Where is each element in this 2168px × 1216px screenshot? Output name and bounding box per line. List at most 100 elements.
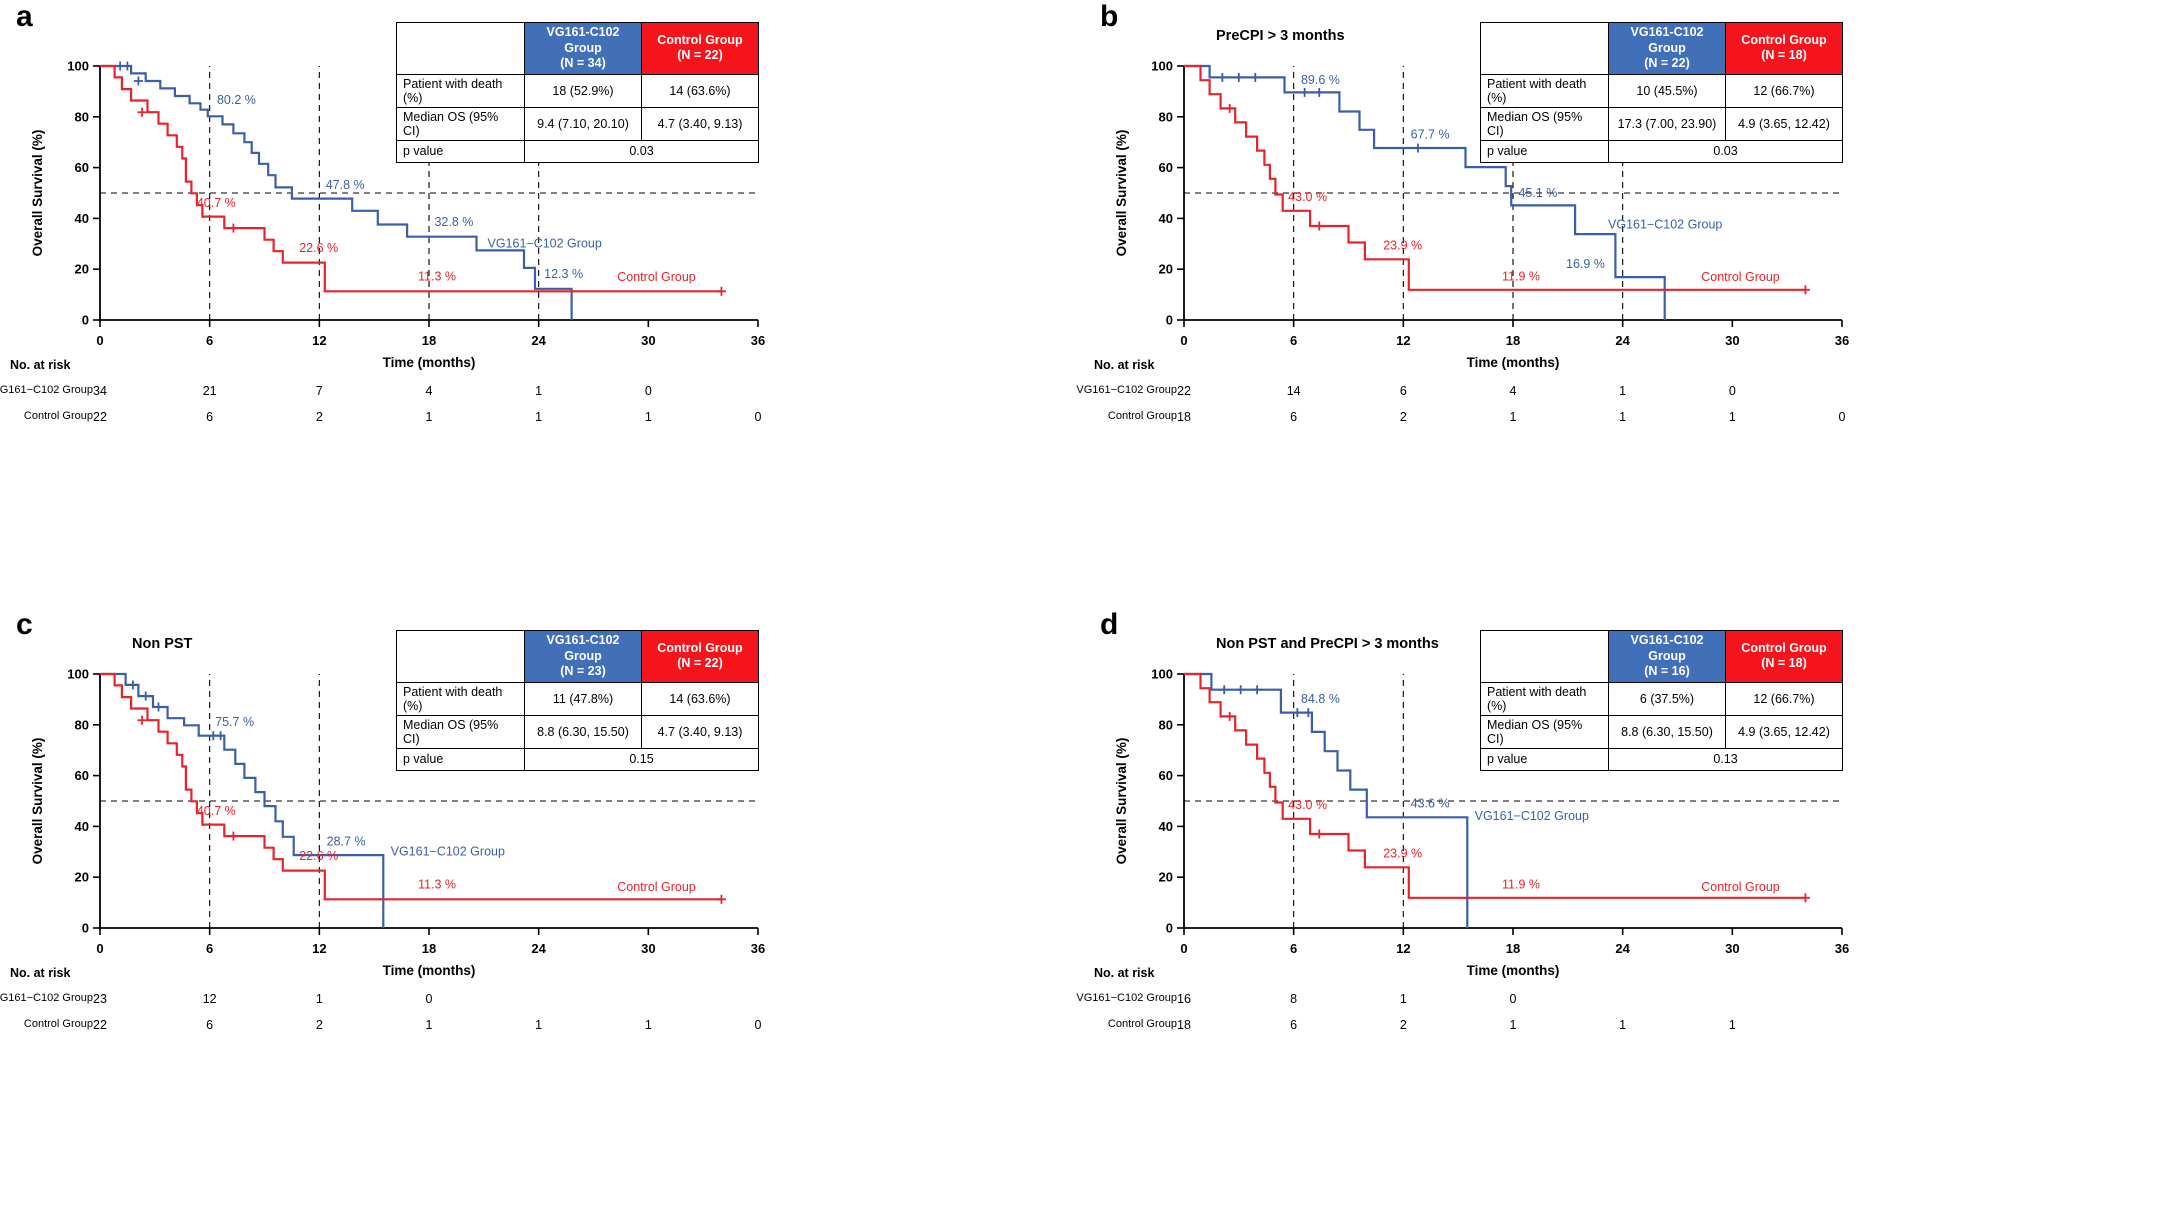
y-tick-label: 20 bbox=[1159, 870, 1173, 885]
risk-count: 8 bbox=[1290, 992, 1298, 1006]
stats-table: VG161-C102 Group (N = 23) Control Group … bbox=[396, 630, 759, 771]
y-tick-label: 40 bbox=[75, 211, 89, 226]
death-vg161-value: 18 (52.9%) bbox=[524, 73, 642, 108]
risk-count: 1 bbox=[644, 1018, 652, 1032]
x-tick-label: 18 bbox=[1506, 333, 1520, 348]
risk-count: 0 bbox=[1728, 384, 1736, 398]
at-risk-values-control: 22 6 2 1 1 1 0 bbox=[0, 1018, 1084, 1036]
x-tick-label: 36 bbox=[751, 333, 765, 348]
risk-count: 18 bbox=[1177, 1018, 1191, 1032]
risk-count: 1 bbox=[1509, 410, 1517, 424]
risk-count: 1 bbox=[425, 1018, 433, 1032]
y-tick-label: 80 bbox=[1159, 717, 1173, 732]
os-row-label: Median OS (95% CI) bbox=[396, 106, 525, 141]
survival-rate-annotation: 43.0 % bbox=[1288, 798, 1327, 812]
risk-count: 2 bbox=[1399, 410, 1407, 424]
death-row-label: Patient with death (%) bbox=[396, 73, 525, 108]
at-risk-header: No. at risk bbox=[10, 358, 71, 372]
risk-count: 14 bbox=[1286, 384, 1301, 398]
pvalue-value: 0.03 bbox=[1608, 139, 1843, 163]
table-row: p value 0.15 bbox=[396, 747, 759, 771]
x-tick-label: 0 bbox=[96, 941, 103, 956]
survival-rate-annotation: 32.8 % bbox=[434, 215, 473, 229]
os-row-label: Median OS (95% CI) bbox=[396, 714, 525, 749]
at-risk-label-control: Control Group bbox=[1107, 1018, 1177, 1030]
vg161-curve-label: VG161−C102 Group bbox=[391, 845, 505, 859]
x-tick-label: 12 bbox=[312, 941, 326, 956]
y-tick-label: 40 bbox=[1159, 211, 1173, 226]
x-tick-label: 0 bbox=[96, 333, 103, 348]
at-risk-row-vg161: VG161−C102 Group 22 14 6 4 1 0 bbox=[1076, 384, 2168, 402]
y-tick-label: 100 bbox=[1151, 59, 1173, 74]
at-risk-header: No. at risk bbox=[1094, 966, 1155, 980]
risk-count: 1 bbox=[1728, 410, 1736, 424]
y-tick-label: 100 bbox=[67, 667, 89, 682]
risk-count: 1 bbox=[535, 410, 543, 424]
x-tick-label: 12 bbox=[1396, 333, 1410, 348]
death-row-label: Patient with death (%) bbox=[1480, 681, 1609, 716]
risk-count: 1 bbox=[535, 384, 543, 398]
x-axis-title: Time (months) bbox=[1467, 355, 1560, 370]
pvalue-row-label: p value bbox=[396, 747, 525, 771]
pvalue-row-label: p value bbox=[396, 139, 525, 163]
x-tick-label: 30 bbox=[1725, 333, 1739, 348]
table-row: Patient with death (%) 10 (45.5%) 12 (66… bbox=[1480, 73, 1843, 108]
table-row: p value 0.03 bbox=[396, 139, 759, 163]
y-tick-label: 80 bbox=[1159, 109, 1173, 124]
table-row: Median OS (95% CI) 8.8 (6.30, 15.50) 4.9… bbox=[1480, 714, 1843, 749]
at-risk-values-vg161: 16 8 1 0 bbox=[1084, 992, 2168, 1010]
y-tick-label: 0 bbox=[1166, 313, 1173, 328]
x-tick-label: 36 bbox=[1835, 941, 1849, 956]
x-tick-label: 6 bbox=[1290, 941, 1297, 956]
at-risk-row-control: Control Group 18 6 2 1 1 1 0 bbox=[1084, 410, 2168, 428]
risk-count: 6 bbox=[206, 410, 214, 424]
table-row: Median OS (95% CI) 9.4 (7.10, 20.10) 4.7… bbox=[396, 106, 759, 141]
control-curve-label: Control Group bbox=[1701, 270, 1780, 284]
risk-count: 21 bbox=[202, 384, 217, 398]
os-control-value: 4.7 (3.40, 9.13) bbox=[641, 714, 759, 749]
vg161-header-cell: VG161-C102 Group (N = 22) bbox=[1608, 22, 1726, 75]
x-tick-label: 12 bbox=[1396, 941, 1410, 956]
x-tick-label: 24 bbox=[531, 333, 546, 348]
y-tick-label: 100 bbox=[67, 59, 89, 74]
at-risk-values-control: 18 6 2 1 1 1 bbox=[1084, 1018, 2168, 1036]
at-risk-values-control: 22 6 2 1 1 1 0 bbox=[0, 410, 1084, 428]
table-header-row: VG161-C102 Group (N = 16) Control Group … bbox=[1480, 630, 1843, 683]
survival-rate-annotation: 43.6 % bbox=[1411, 796, 1450, 810]
risk-count: 6 bbox=[206, 1018, 214, 1032]
table-header-row: VG161-C102 Group (N = 23) Control Group … bbox=[396, 630, 759, 683]
vg161-header-cell: VG161-C102 Group (N = 16) bbox=[1608, 630, 1726, 683]
x-tick-label: 18 bbox=[1506, 941, 1520, 956]
risk-count: 22 bbox=[93, 1018, 107, 1032]
at-risk-header: No. at risk bbox=[10, 966, 71, 980]
km-panel: 0 6 12 18 24 30 36 0 20 40 60 80 100 Time (months) Ove… bbox=[0, 608, 1084, 1216]
survival-rate-annotation: 11.9 % bbox=[1502, 270, 1540, 284]
at-risk-row-control: Control Group 22 6 2 1 1 1 0 bbox=[0, 410, 1084, 428]
x-tick-label: 24 bbox=[1615, 941, 1630, 956]
x-tick-label: 18 bbox=[422, 941, 436, 956]
table-row: Median OS (95% CI) 8.8 (6.30, 15.50) 4.7… bbox=[396, 714, 759, 749]
x-axis-title: Time (months) bbox=[1467, 963, 1560, 978]
x-tick-label: 30 bbox=[1725, 941, 1739, 956]
y-tick-label: 60 bbox=[1159, 160, 1173, 175]
risk-count: 2 bbox=[315, 1018, 323, 1032]
risk-count: 22 bbox=[1177, 384, 1191, 398]
os-row-label: Median OS (95% CI) bbox=[1480, 106, 1609, 141]
os-vg161-value: 17.3 (7.00, 23.90) bbox=[1608, 106, 1726, 141]
risk-count: 22 bbox=[93, 410, 107, 424]
risk-count: 1 bbox=[1619, 410, 1627, 424]
survival-rate-annotation: 43.0 % bbox=[1288, 190, 1327, 204]
at-risk-row-vg161: VG161−C102 Group 23 12 1 0 bbox=[0, 992, 1084, 1010]
os-vg161-value: 9.4 (7.10, 20.10) bbox=[524, 106, 642, 141]
at-risk-label-control: Control Group bbox=[23, 1018, 93, 1030]
km-panel: 0 6 12 18 24 30 36 0 20 40 60 80 100 Time (months) Ove… bbox=[1076, 0, 2168, 608]
y-axis-title: Overall Survival (%) bbox=[30, 130, 45, 257]
risk-count: 6 bbox=[1290, 410, 1298, 424]
y-tick-label: 40 bbox=[1159, 819, 1173, 834]
survival-rate-annotation: 23.9 % bbox=[1383, 846, 1422, 860]
control-header-cell: Control Group (N = 22) bbox=[641, 22, 759, 75]
risk-count: 0 bbox=[425, 992, 433, 1006]
at-risk-values-vg161: 22 14 6 4 1 0 bbox=[1084, 384, 2168, 402]
at-risk-row-control: Control Group 22 6 2 1 1 1 0 bbox=[0, 1018, 1084, 1036]
panel-subtitle: PreCPI > 3 months bbox=[1216, 28, 1345, 44]
